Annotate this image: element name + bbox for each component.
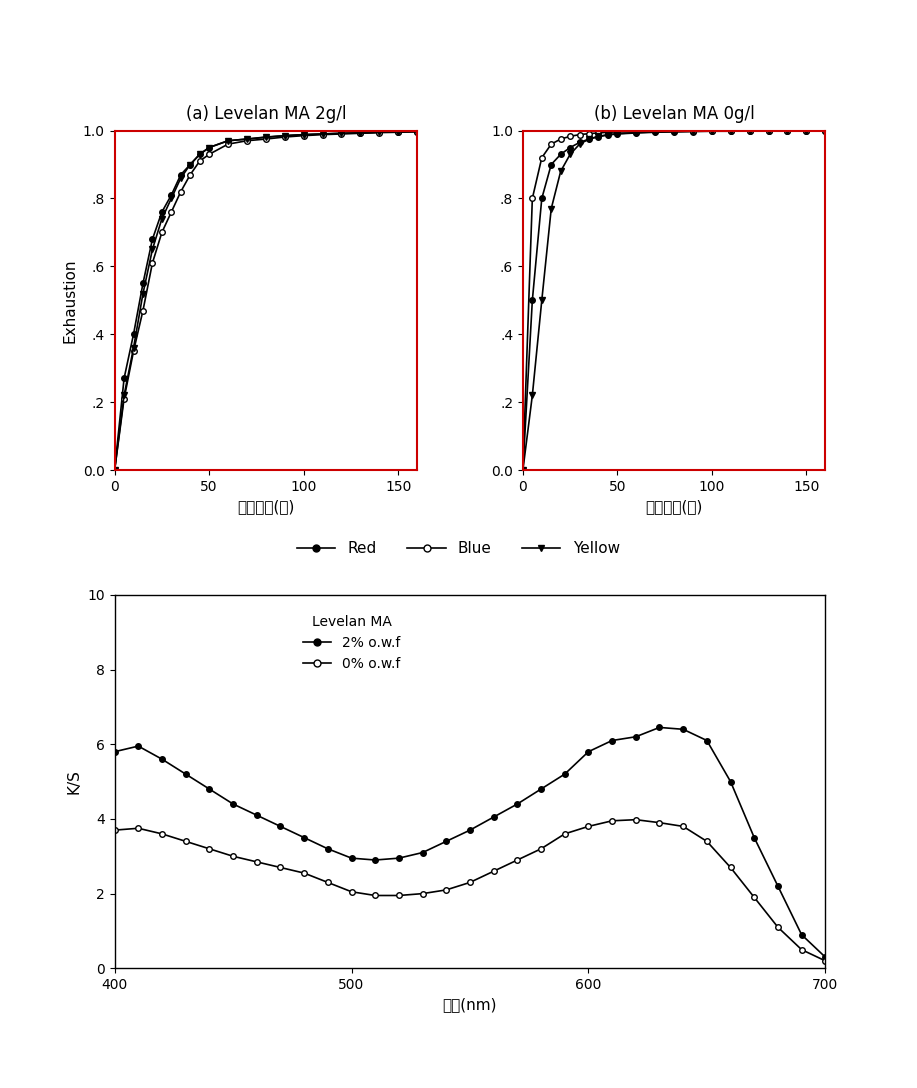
- X-axis label: 염색시간(분): 염색시간(분): [646, 499, 702, 515]
- Title: (a) Levelan MA 2g/l: (a) Levelan MA 2g/l: [185, 106, 346, 123]
- Legend: Red, Blue, Yellow: Red, Blue, Yellow: [291, 535, 626, 562]
- Y-axis label: K/S: K/S: [67, 769, 82, 794]
- Title: (b) Levelan MA 0g/l: (b) Levelan MA 0g/l: [593, 106, 755, 123]
- X-axis label: 파장(nm): 파장(nm): [443, 998, 497, 1013]
- Legend: 2% o.w.f, 0% o.w.f: 2% o.w.f, 0% o.w.f: [298, 609, 406, 677]
- Y-axis label: Exhaustion: Exhaustion: [62, 258, 77, 343]
- X-axis label: 염색시간(분): 염색시간(분): [238, 499, 294, 515]
